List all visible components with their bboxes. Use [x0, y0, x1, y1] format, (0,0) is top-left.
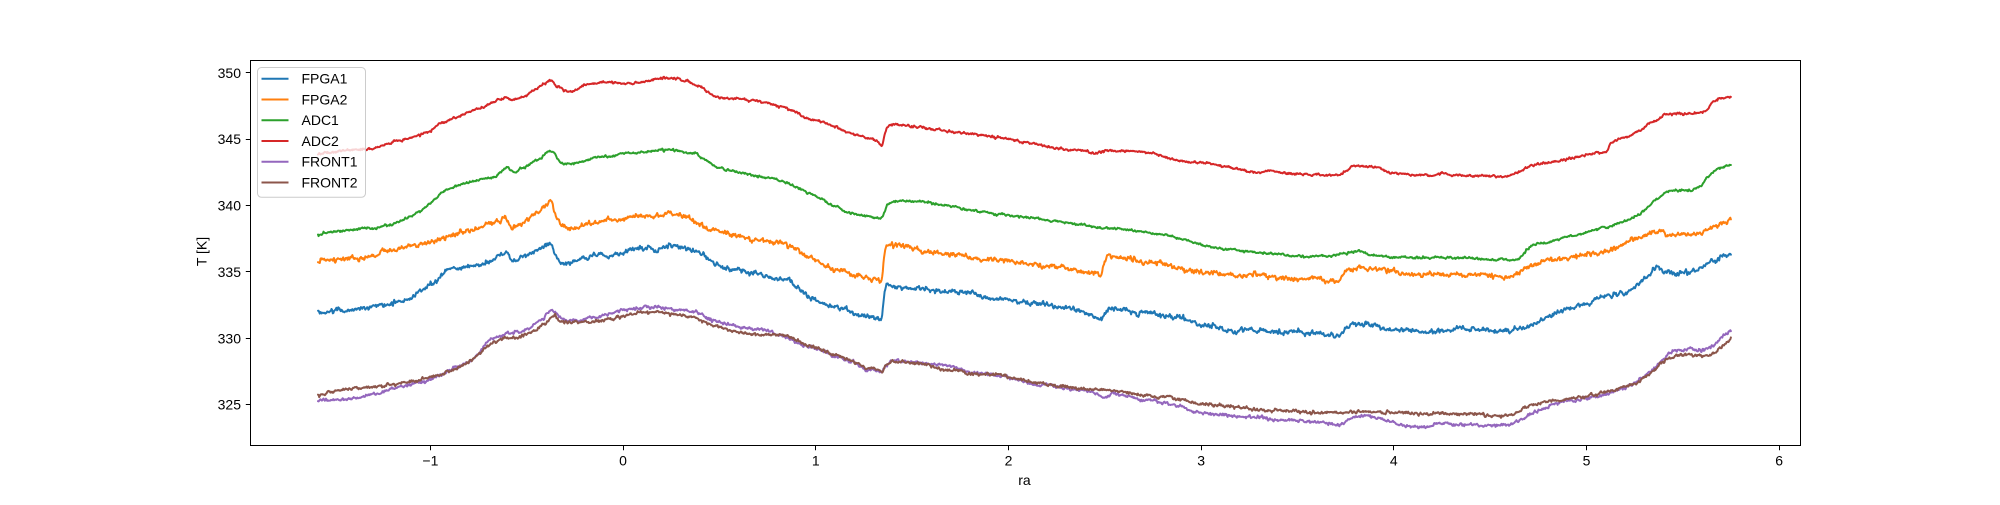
svg-text:325: 325 [218, 397, 242, 413]
svg-text:3: 3 [1197, 453, 1205, 469]
svg-text:330: 330 [218, 330, 242, 346]
svg-text:ADC2: ADC2 [302, 133, 340, 149]
svg-text:340: 340 [218, 198, 242, 214]
svg-text:FPGA2: FPGA2 [302, 91, 348, 107]
svg-text:1: 1 [812, 453, 820, 469]
svg-text:6: 6 [1775, 453, 1783, 469]
svg-text:0: 0 [619, 453, 627, 469]
svg-text:ADC1: ADC1 [302, 112, 340, 128]
svg-text:345: 345 [218, 131, 242, 147]
svg-text:T [K]: T [K] [194, 237, 210, 266]
svg-text:FRONT2: FRONT2 [302, 174, 358, 190]
svg-text:5: 5 [1583, 453, 1591, 469]
svg-text:2: 2 [1005, 453, 1013, 469]
svg-text:ra: ra [1018, 472, 1031, 488]
svg-text:4: 4 [1390, 453, 1398, 469]
svg-text:FPGA1: FPGA1 [302, 71, 348, 87]
svg-text:FRONT1: FRONT1 [302, 154, 358, 170]
svg-text:350: 350 [218, 65, 242, 81]
svg-text:335: 335 [218, 264, 242, 280]
svg-text:−1: −1 [422, 453, 438, 469]
